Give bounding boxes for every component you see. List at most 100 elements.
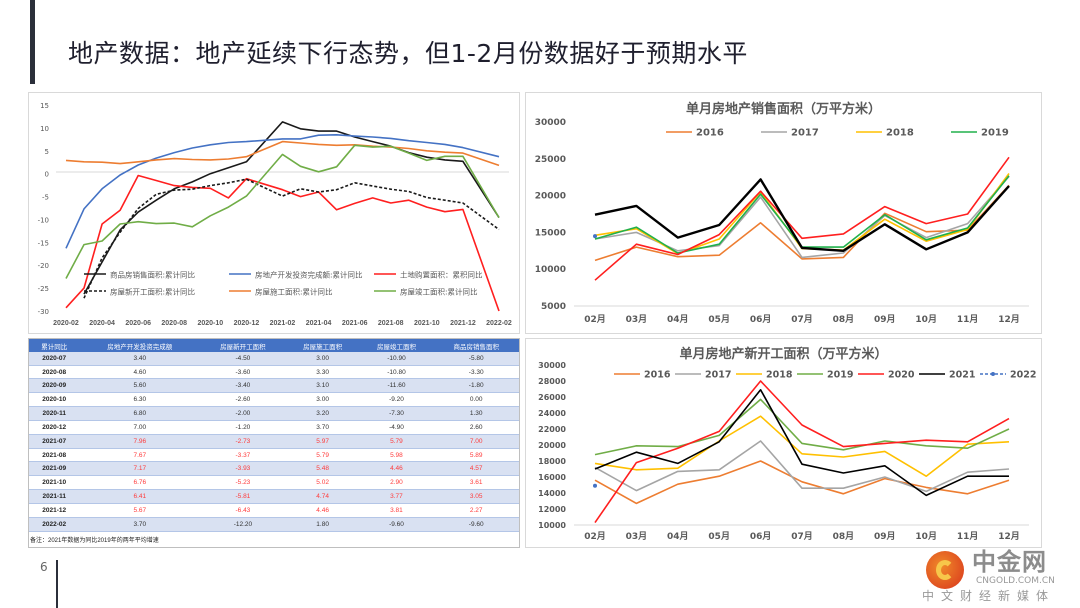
table-cell: -6.43 [200,503,286,518]
legend-label: 2017 [705,370,731,381]
table-cell: 5.97 [285,434,360,449]
legend-label: 2022 [1010,370,1036,381]
x-tick-label: 06月 [750,531,772,542]
table-cell: 5.02 [285,475,360,491]
x-tick-label: 10月 [915,314,937,325]
y-tick-label: 5000 [541,302,566,312]
table-cell: -3.93 [200,461,286,477]
series-line-2021 [594,389,1009,497]
y-tick-label: 25000 [535,155,566,165]
legend-label: 商品房销售面积:累计同比 [110,270,196,280]
table-cell: -9.20 [359,392,434,408]
y-tick-label: -25 [38,285,49,293]
table-cell: -9.60 [433,517,519,532]
series-line-s4 [65,140,500,167]
legend-label: 2017 [791,128,819,139]
y-tick-label: 10000 [535,265,566,275]
series-line-2020 [594,380,1010,524]
y-tick-label: 18000 [538,457,566,466]
legend-marker [991,372,995,376]
x-tick-label: 07月 [791,531,813,542]
table-cell: -10.80 [359,365,434,380]
table-cell: 5.60 [79,378,201,394]
x-tick-label: 2021-10 [414,320,440,327]
y-tick-label: 20000 [538,441,566,450]
row-date: 2021-12 [29,503,80,518]
table-cell: 7.00 [433,434,519,449]
y-tick-label: 12000 [538,505,566,514]
legend-label: 2019 [981,128,1009,139]
table-cell: 6.41 [79,489,201,504]
table-cell: -11.60 [359,378,434,394]
table-cell: -7.30 [359,406,434,421]
x-tick-label: 08月 [833,314,855,325]
table-cell: 2.60 [433,420,519,435]
legend-label: 2018 [766,370,793,381]
legend-label: 2019 [827,370,853,381]
table-row: 2021-08 7.67 -3.37 5.79 5.98 5.89 [29,448,519,463]
footer-divider [56,560,58,608]
series-line-s5 [594,178,1010,252]
x-tick-label: 2021-04 [306,320,332,327]
legend-label: 房屋新开工面积:累计同比 [110,287,196,297]
table-row: 2020-12 7.00 -1.20 3.70 -4.90 2.60 [29,420,519,435]
y-tick-label: 26000 [538,393,566,402]
table-cell: -2.73 [200,434,286,449]
y-tick-label: 5 [45,148,49,156]
legend-label: 2016 [696,128,724,139]
x-tick-label: 09月 [874,314,896,325]
y-tick-label: -10 [38,216,49,224]
table-cell: -3.30 [433,365,519,380]
x-tick-label: 10月 [915,531,937,542]
table-row: 2020-09 5.60 -3.40 3.10 -11.60 -1.80 [29,378,519,394]
x-tick-label: 2020-12 [234,320,260,327]
table-cell: -3.60 [200,365,286,380]
table-cell: -5.23 [200,475,286,491]
row-date: 2021-10 [29,475,80,491]
x-tick-label: 12月 [998,314,1020,325]
table-cell: 5.89 [433,448,519,463]
x-tick-label: 2022-02 [486,320,512,327]
row-date: 2020-11 [29,406,80,421]
logo-tagline: 中文财经新媒体 [922,589,1056,603]
table-cell: 2.90 [359,475,434,491]
legend-label: 土地购置面积：累积同比 [400,270,483,280]
x-tick-label: 05月 [708,531,730,542]
monthly-new-starts-chart: 单月房地产新开工面积（万平方米） 30000 28000 26000 24000 2200… [525,338,1042,548]
table-cell: 2.27 [433,503,519,518]
x-tick-label: 09月 [874,531,896,542]
column-header: 房屋施工面积 [285,339,360,352]
logo-emblem-icon [926,551,964,589]
x-tick-label: 2021-08 [378,320,404,327]
x-tick-label: 2020-10 [197,320,223,327]
series-line-s1 [65,134,500,249]
table-cell: -9.60 [359,517,434,532]
series-line-2017 [594,440,1010,493]
table-cell: 3.40 [79,352,201,366]
column-header: 房屋竣工面积 [359,339,434,352]
table-row: 2021-12 5.67 -6.43 4.46 3.81 2.27 [29,503,519,518]
legend-label: 房屋竣工面积:累计同比 [400,287,478,297]
slide-title: 地产数据：地产延续下行态势，但1-2月份数据好于预期水平 [68,39,748,68]
table-cell: -10.90 [359,352,434,366]
table-cell: 4.46 [359,461,434,477]
table-cell: -3.37 [200,448,286,463]
table-cell: 4.74 [285,489,360,504]
series-line-s0 [83,121,500,295]
legend-label: 2020 [888,370,915,381]
table-cell: 4.60 [79,365,201,380]
table-cell: 3.00 [285,392,360,408]
y-tick-label: -15 [38,239,49,247]
table-cell: -2.60 [200,392,286,408]
table-cell: 7.96 [79,434,201,449]
yoy-line-chart: 15 10 5 0 -5 -10 -15 -20 -25 -30 2020-02 2020-04 202… [28,92,520,334]
x-tick-label: 2020-04 [89,320,115,327]
table-row: 2021-11 6.41 -5.81 4.74 3.77 3.05 [29,489,519,504]
x-tick-label: 11月 [957,531,979,542]
x-tick-label: 02月 [584,531,606,542]
series-line-2018 [594,415,1010,477]
series-line-s3 [83,178,500,299]
table-cell: 5.79 [285,448,360,463]
y-tick-label: 0 [45,171,49,179]
table-note: 备注：2021年数据为同比2019年的两年平均增速 [29,531,519,547]
